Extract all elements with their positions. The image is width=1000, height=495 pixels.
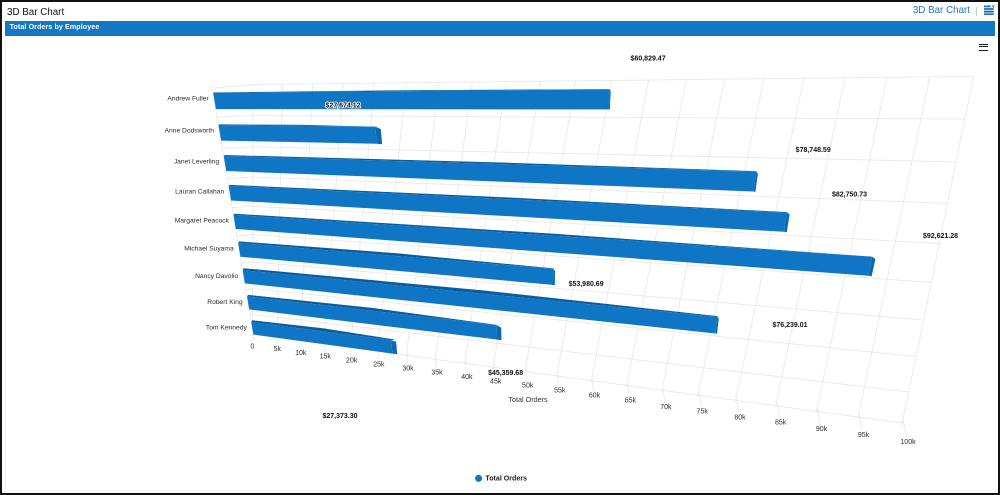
svg-text:70k: 70k [660, 404, 672, 411]
svg-text:45k: 45k [490, 379, 502, 386]
svg-text:55k: 55k [554, 387, 566, 394]
svg-text:Tom Kennedy: Tom Kennedy [206, 325, 248, 332]
svg-text:Margaret Peacock: Margaret Peacock [175, 218, 230, 225]
svg-text:0: 0 [251, 344, 255, 351]
svg-text:$27,674.12: $27,674.12 [325, 103, 360, 110]
svg-text:100k: 100k [900, 439, 916, 446]
svg-text:$45,359.68: $45,359.68 [488, 370, 523, 377]
svg-text:60k: 60k [589, 393, 601, 400]
svg-text:Anne Dodsworth: Anne Dodsworth [165, 128, 215, 135]
svg-text:Andrew Fuller: Andrew Fuller [167, 96, 209, 103]
svg-text:35k: 35k [431, 369, 443, 376]
svg-text:$60,829.47: $60,829.47 [631, 56, 666, 63]
svg-text:Total Orders: Total Orders [485, 475, 527, 483]
svg-text:$82,750.73: $82,750.73 [832, 192, 867, 199]
svg-text:95k: 95k [858, 432, 870, 439]
svg-text:Robert King: Robert King [207, 299, 243, 306]
svg-text:85k: 85k [775, 420, 787, 427]
svg-text:10k: 10k [295, 350, 307, 357]
svg-text:65k: 65k [625, 398, 637, 405]
svg-text:30k: 30k [402, 365, 414, 372]
svg-text:$92,621.28: $92,621.28 [923, 233, 958, 240]
svg-text:15k: 15k [320, 353, 332, 360]
svg-text:5k: 5k [274, 346, 282, 353]
svg-text:80k: 80k [734, 414, 746, 421]
svg-text:$78,748.59: $78,748.59 [796, 147, 831, 154]
svg-text:50k: 50k [522, 383, 534, 390]
svg-text:40k: 40k [461, 374, 473, 381]
svg-text:Michael Suyama: Michael Suyama [184, 246, 234, 253]
svg-text:75k: 75k [697, 408, 709, 415]
svg-text:Janet Leverling: Janet Leverling [174, 159, 220, 166]
svg-text:Nancy Davolio: Nancy Davolio [195, 273, 238, 280]
svg-text:$53,980.69: $53,980.69 [569, 281, 604, 288]
svg-text:$76,239.01: $76,239.01 [772, 322, 807, 329]
svg-text:25k: 25k [373, 361, 385, 368]
svg-text:90k: 90k [816, 426, 828, 433]
svg-text:Lauran Callahan: Lauran Callahan [175, 189, 224, 196]
svg-text:$27,373.30: $27,373.30 [322, 413, 357, 420]
svg-text:Total Orders: Total Orders [508, 395, 548, 404]
svg-text:20k: 20k [346, 357, 358, 364]
